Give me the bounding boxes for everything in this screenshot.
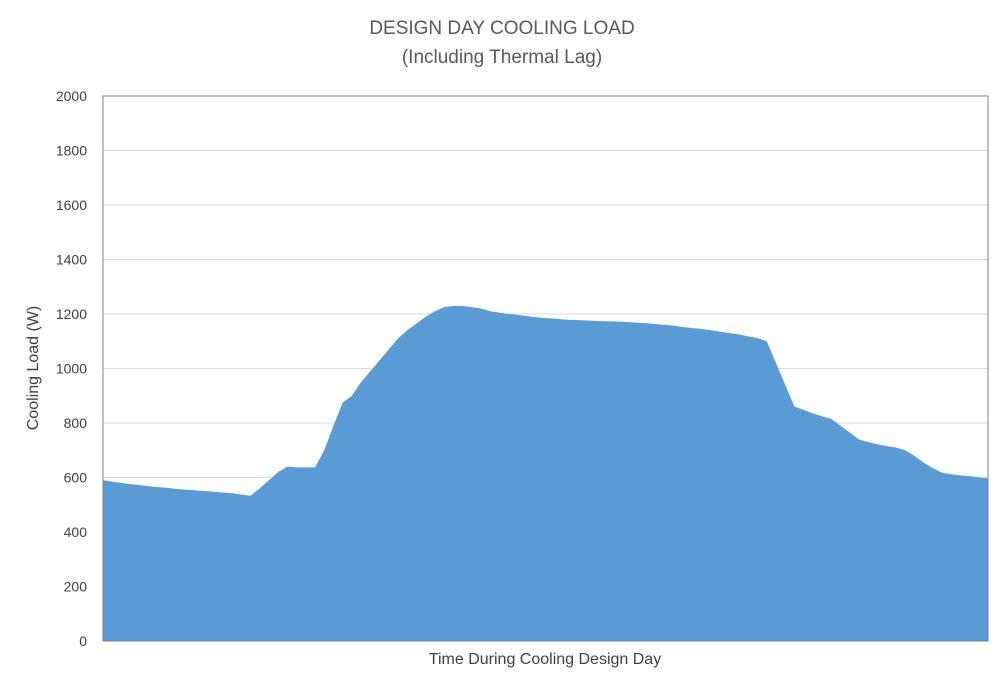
x-axis-label: Time During Cooling Design Day xyxy=(429,651,661,668)
chart-title: DESIGN DAY COOLING LOAD xyxy=(369,18,634,39)
y-tick-label: 400 xyxy=(64,524,88,540)
y-tick-label: 800 xyxy=(64,415,88,431)
plot-area-border xyxy=(102,95,989,642)
y-tick-label: 1400 xyxy=(56,252,87,268)
y-axis-ticks: 0 200 400 600 800 1000 1200 1400 1600 1800 2000 xyxy=(56,88,87,649)
chart-subtitle: (Including Thermal Lag) xyxy=(402,47,602,68)
y-tick-label: 1800 xyxy=(56,143,87,159)
y-tick-label: 200 xyxy=(64,579,88,595)
y-axis-label: Cooling Load (W) xyxy=(25,306,42,431)
y-tick-label: 2000 xyxy=(56,88,87,104)
y-tick-label: 0 xyxy=(79,633,87,649)
cooling-load-area xyxy=(103,305,988,641)
y-tick-label: 1200 xyxy=(56,306,87,322)
y-tick-label: 1600 xyxy=(56,197,87,213)
y-tick-label: 1000 xyxy=(56,361,87,377)
y-tick-label: 600 xyxy=(64,470,88,486)
